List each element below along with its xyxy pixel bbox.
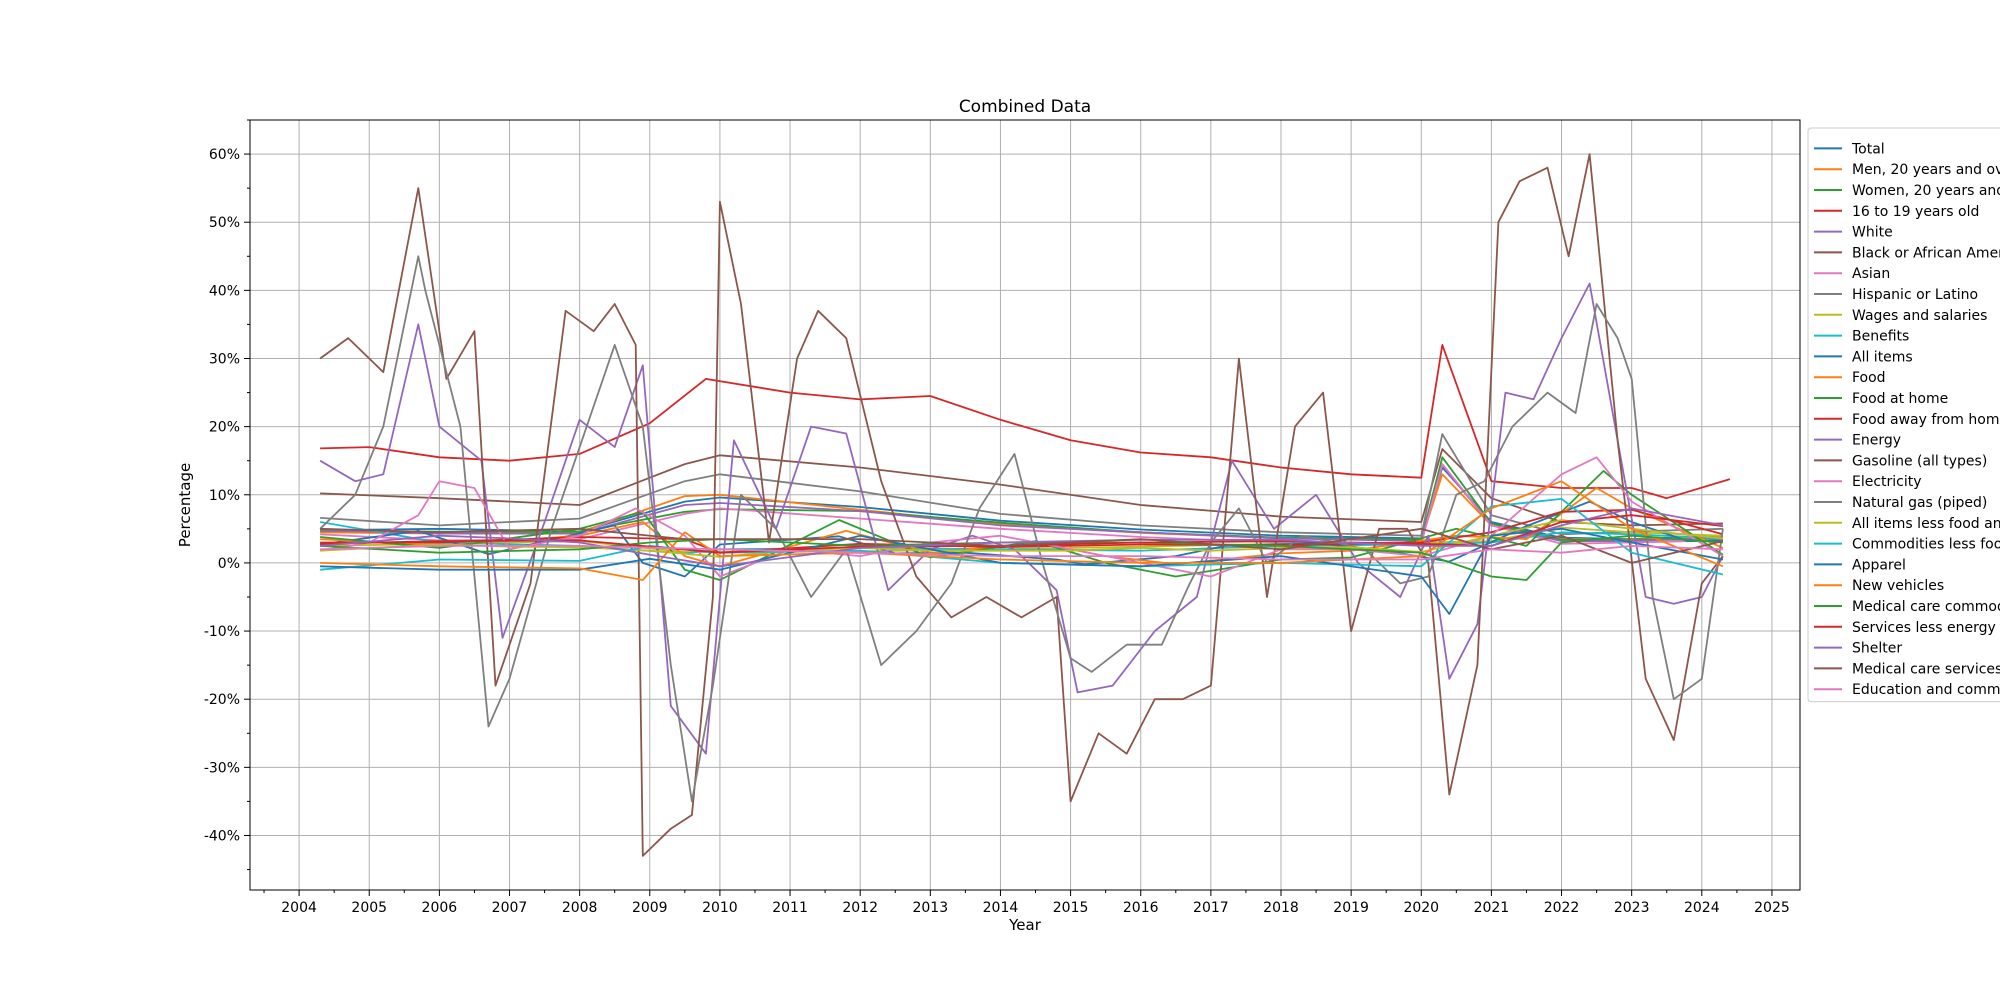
plot-frame bbox=[249, 119, 1801, 891]
legend-label: Energy bbox=[1852, 433, 1901, 449]
x-tick-label: 2007 bbox=[492, 900, 528, 916]
legend-label: New vehicles bbox=[1852, 578, 1944, 594]
x-tick-label: 2008 bbox=[562, 900, 598, 916]
legend-label: Women, 20 years and over bbox=[1852, 183, 2000, 199]
legend-label: Commodities less food and energy commodi… bbox=[1852, 537, 2000, 553]
x-tick-label: 2019 bbox=[1333, 900, 1369, 916]
legend-label: Medical care services bbox=[1852, 661, 2000, 677]
series-line-13 bbox=[320, 508, 1724, 554]
legend-label: All items less food and energy bbox=[1852, 516, 2000, 532]
x-tick-label: 2004 bbox=[281, 900, 317, 916]
legend-label: Food away from home bbox=[1852, 412, 2000, 428]
x-tick-label: 2023 bbox=[1614, 900, 1650, 916]
series-line-3 bbox=[320, 343, 1731, 500]
legend-label: Apparel bbox=[1852, 557, 1906, 573]
x-axis-label: Year bbox=[1008, 916, 1042, 934]
legend-label: Shelter bbox=[1852, 641, 1902, 657]
series-line-14 bbox=[319, 282, 1724, 755]
y-axis-label: Percentage bbox=[176, 463, 194, 547]
y-tick-label: 40% bbox=[209, 283, 240, 299]
y-tick-label: -30% bbox=[204, 760, 240, 776]
series-line-2 bbox=[320, 456, 1723, 542]
series-line-12 bbox=[320, 469, 1724, 581]
legend-label: Asian bbox=[1852, 266, 1890, 282]
series-line-20 bbox=[320, 527, 1724, 615]
legend-label: Wages and salaries bbox=[1852, 308, 1987, 324]
y-tick-label: -40% bbox=[204, 828, 240, 844]
x-tick-label: 2009 bbox=[632, 900, 668, 916]
x-tick-label: 2021 bbox=[1474, 900, 1510, 916]
series-line-15 bbox=[319, 153, 1724, 857]
legend-label: Natural gas (piped) bbox=[1852, 495, 1987, 511]
x-tick-label: 2014 bbox=[983, 900, 1019, 916]
x-tick-label: 2022 bbox=[1544, 900, 1580, 916]
y-tick-label: 10% bbox=[209, 488, 240, 504]
legend-label: Hispanic or Latino bbox=[1852, 287, 1978, 303]
x-tick-label: 2006 bbox=[422, 900, 458, 916]
series-line-5 bbox=[320, 448, 1723, 527]
series-line-24 bbox=[320, 507, 1724, 568]
legend-label: All items bbox=[1852, 349, 1913, 365]
legend-label: Food at home bbox=[1852, 391, 1948, 407]
series-line-10 bbox=[319, 500, 1723, 578]
legend: Total Men, 20 years and over Women, 20 yea… bbox=[1807, 127, 2000, 703]
x-tick-label: 2012 bbox=[842, 900, 878, 916]
chart-title: Combined Data bbox=[959, 97, 1091, 117]
legend-label: Benefits bbox=[1852, 329, 1909, 345]
x-tick-label: 2018 bbox=[1263, 900, 1299, 916]
x-tick-label: 2011 bbox=[772, 900, 808, 916]
x-tick-label: 2015 bbox=[1053, 900, 1089, 916]
x-tick-label: 2017 bbox=[1193, 900, 1229, 916]
legend-label: Gasoline (all types) bbox=[1852, 453, 1987, 469]
legend-label: White bbox=[1852, 225, 1893, 241]
y-tick-label: -20% bbox=[204, 692, 240, 708]
y-axis-ticks: -40% -30% -20% -10% 0% 10% 20% 30% 40% 50% 60% bbox=[204, 119, 250, 871]
y-tick-label: 50% bbox=[209, 215, 240, 231]
x-axis-ticks: 2004 2005 2006 2007 2008 2009 2010 2011 2012 2013… bbox=[263, 890, 1790, 916]
y-tick-label: 60% bbox=[209, 147, 240, 163]
x-tick-label: 2024 bbox=[1684, 900, 1720, 916]
y-tick-label: 30% bbox=[209, 351, 240, 367]
x-tick-label: 2025 bbox=[1754, 900, 1790, 916]
series-line-26 bbox=[320, 545, 1723, 561]
x-tick-label: 2020 bbox=[1403, 900, 1439, 916]
y-tick-label: 0% bbox=[218, 556, 240, 572]
legend-label: Black or African American bbox=[1852, 245, 2000, 261]
series-lines bbox=[319, 153, 1731, 857]
legend-label: Services less energy services bbox=[1852, 620, 2000, 636]
legend-label: Food bbox=[1852, 370, 1886, 386]
series-line-23 bbox=[320, 514, 1724, 554]
legend-box bbox=[1807, 127, 2000, 703]
legend-label: 16 to 19 years old bbox=[1852, 204, 1979, 220]
legend-label: Education and communication services bbox=[1852, 682, 2000, 698]
series-line-25 bbox=[320, 527, 1724, 564]
y-tick-label: 20% bbox=[209, 420, 240, 436]
series-line-7 bbox=[320, 433, 1723, 537]
y-tick-label: -10% bbox=[204, 624, 240, 640]
legend-label: Total bbox=[1851, 141, 1885, 157]
series-line-6 bbox=[320, 463, 1723, 545]
legend-label: Medical care commodities bbox=[1852, 599, 2000, 615]
x-tick-label: 2013 bbox=[912, 900, 948, 916]
x-tick-label: 2016 bbox=[1123, 900, 1159, 916]
x-tick-label: 2010 bbox=[702, 900, 738, 916]
legend-label: Electricity bbox=[1852, 474, 1922, 490]
x-tick-label: 2005 bbox=[351, 900, 387, 916]
legend-label: Men, 20 years and over bbox=[1852, 162, 2000, 178]
series-line-21 bbox=[320, 480, 1724, 581]
